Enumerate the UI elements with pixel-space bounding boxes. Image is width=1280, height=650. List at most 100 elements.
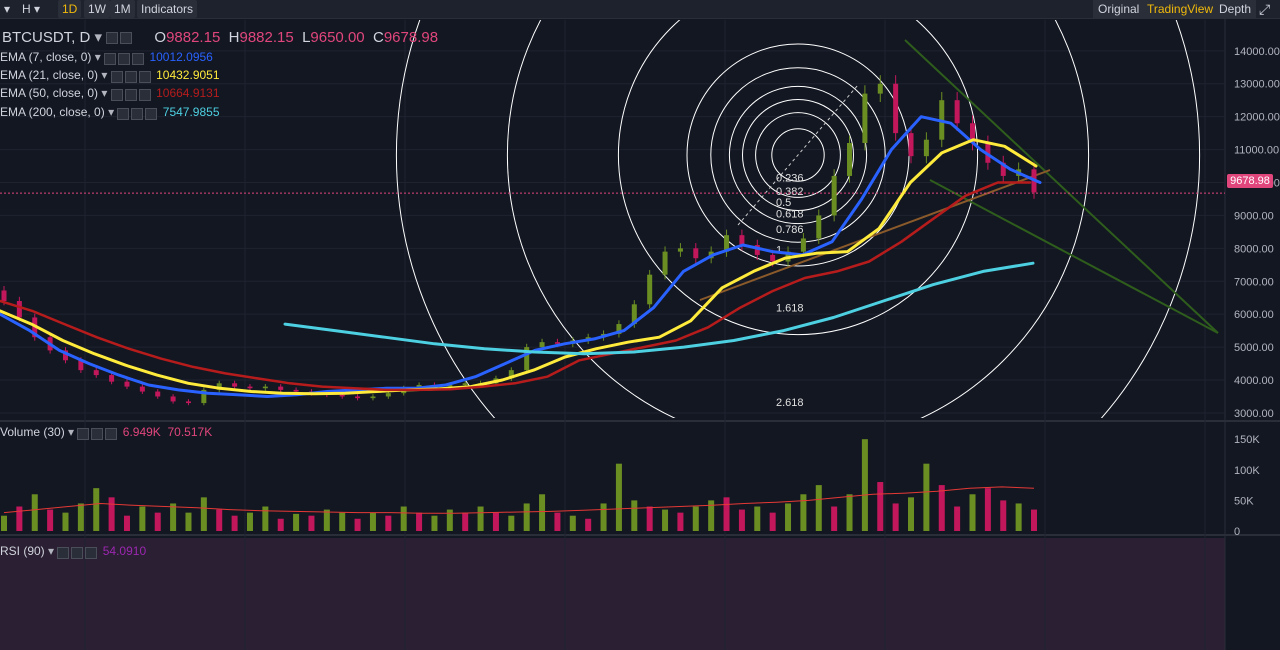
candle-body[interactable] xyxy=(877,83,883,94)
volume-bar[interactable] xyxy=(462,512,469,531)
volume-bar[interactable] xyxy=(93,488,100,531)
volume-bar[interactable] xyxy=(938,485,945,531)
volume-bar[interactable] xyxy=(723,497,730,531)
candle-body[interactable] xyxy=(385,393,391,397)
volume-bar[interactable] xyxy=(861,439,868,531)
candle-body[interactable] xyxy=(847,142,853,176)
volume-bar[interactable] xyxy=(969,494,976,531)
symbol-icons[interactable] xyxy=(106,29,150,47)
volume-bar[interactable] xyxy=(754,506,761,531)
volume-bar[interactable] xyxy=(16,506,23,531)
volume-bar[interactable] xyxy=(400,506,407,531)
ema-21-menu-icon[interactable]: ▾ xyxy=(101,68,108,82)
volume-bar[interactable] xyxy=(677,512,684,531)
volume-bar[interactable] xyxy=(631,500,638,531)
candle-body[interactable] xyxy=(770,254,776,262)
volume-bar[interactable] xyxy=(200,497,207,531)
ema-21-controls[interactable] xyxy=(110,68,153,84)
candle-body[interactable] xyxy=(185,401,191,404)
volume-bar[interactable] xyxy=(1015,503,1022,531)
candle-body[interactable] xyxy=(524,347,530,371)
candle-body[interactable] xyxy=(247,386,253,389)
candle-body[interactable] xyxy=(893,83,899,134)
volume-bar[interactable] xyxy=(846,494,853,531)
volume-bar[interactable] xyxy=(308,515,315,531)
candle-body[interactable] xyxy=(862,93,868,143)
candle-body[interactable] xyxy=(831,175,837,216)
candle-body[interactable] xyxy=(908,133,914,157)
interval-menu-button[interactable]: H ▾ xyxy=(22,2,41,16)
ema-7-controls[interactable] xyxy=(104,50,146,66)
volume-bar[interactable] xyxy=(216,509,223,531)
indicators-button[interactable]: Indicators xyxy=(137,0,198,18)
volume-bar[interactable] xyxy=(954,506,961,531)
candle-body[interactable] xyxy=(1,290,7,302)
candle-body[interactable] xyxy=(462,383,468,385)
volume-bar[interactable] xyxy=(892,503,899,531)
candle-body[interactable] xyxy=(693,248,699,259)
candle-body[interactable] xyxy=(816,215,822,239)
volume-bar[interactable] xyxy=(554,512,561,531)
candle-body[interactable] xyxy=(109,375,115,382)
volume-bar[interactable] xyxy=(170,503,177,531)
volume-bar[interactable] xyxy=(769,512,776,531)
candle-body[interactable] xyxy=(631,304,637,325)
candle-body[interactable] xyxy=(262,386,268,389)
candle-body[interactable] xyxy=(201,389,207,404)
symbol-menu-icon[interactable]: ▾ xyxy=(94,29,103,46)
candle-body[interactable] xyxy=(662,251,668,275)
volume-bar[interactable] xyxy=(831,506,838,531)
interval-1w-button[interactable]: 1W xyxy=(84,0,110,18)
volume-bar[interactable] xyxy=(62,512,69,531)
candle-body[interactable] xyxy=(278,386,284,390)
candle-body[interactable] xyxy=(93,370,99,376)
candle-body[interactable] xyxy=(616,324,622,334)
volume-bar[interactable] xyxy=(908,497,915,531)
volume-bar[interactable] xyxy=(1,515,7,531)
candle-body[interactable] xyxy=(293,389,299,392)
candle-body[interactable] xyxy=(232,383,238,387)
candle-body[interactable] xyxy=(216,383,222,390)
volume-bar[interactable] xyxy=(508,515,515,531)
ema-50-controls[interactable] xyxy=(110,86,153,102)
volume-bar[interactable] xyxy=(123,515,130,531)
volume-bar[interactable] xyxy=(600,503,607,531)
volume-controls[interactable] xyxy=(77,425,119,441)
candle-body[interactable] xyxy=(155,391,161,397)
candle-body[interactable] xyxy=(170,396,176,402)
candle-body[interactable] xyxy=(16,301,22,318)
volume-bar[interactable] xyxy=(385,515,392,531)
volume-bar[interactable] xyxy=(446,509,453,531)
volume-bar[interactable] xyxy=(339,512,346,531)
candle-body[interactable] xyxy=(139,386,145,392)
volume-bar[interactable] xyxy=(615,463,622,531)
volume-bar[interactable] xyxy=(293,513,300,531)
candle-body[interactable] xyxy=(970,123,976,143)
volume-bar[interactable] xyxy=(231,515,238,531)
candle-body[interactable] xyxy=(539,342,545,348)
ema-7-menu-icon[interactable]: ▾ xyxy=(94,50,101,64)
candle-body[interactable] xyxy=(800,238,806,252)
candle-body[interactable] xyxy=(554,342,560,344)
volume-menu-icon[interactable]: ▾ xyxy=(68,425,75,439)
ema-200-menu-icon[interactable]: ▾ xyxy=(108,105,115,119)
rsi-controls[interactable] xyxy=(57,544,99,560)
interval-1m-button[interactable]: 1M xyxy=(110,0,135,18)
volume-bar[interactable] xyxy=(708,500,715,531)
caret-down-icon[interactable]: ▾ xyxy=(4,2,11,16)
candle-body[interactable] xyxy=(62,350,68,361)
volume-bar[interactable] xyxy=(492,512,499,531)
volume-bar[interactable] xyxy=(262,506,269,531)
volume-bar[interactable] xyxy=(1031,509,1037,531)
volume-bar[interactable] xyxy=(369,512,376,531)
candle-body[interactable] xyxy=(647,274,653,305)
candle-body[interactable] xyxy=(754,245,760,255)
volume-bar[interactable] xyxy=(77,503,84,531)
fullscreen-icon[interactable]: ⤢ xyxy=(1259,1,1271,17)
volume-bar[interactable] xyxy=(662,509,669,531)
candle-body[interactable] xyxy=(339,394,345,397)
rsi-menu-icon[interactable]: ▾ xyxy=(48,544,55,558)
volume-bar[interactable] xyxy=(185,512,192,531)
candle-body[interactable] xyxy=(724,235,730,252)
